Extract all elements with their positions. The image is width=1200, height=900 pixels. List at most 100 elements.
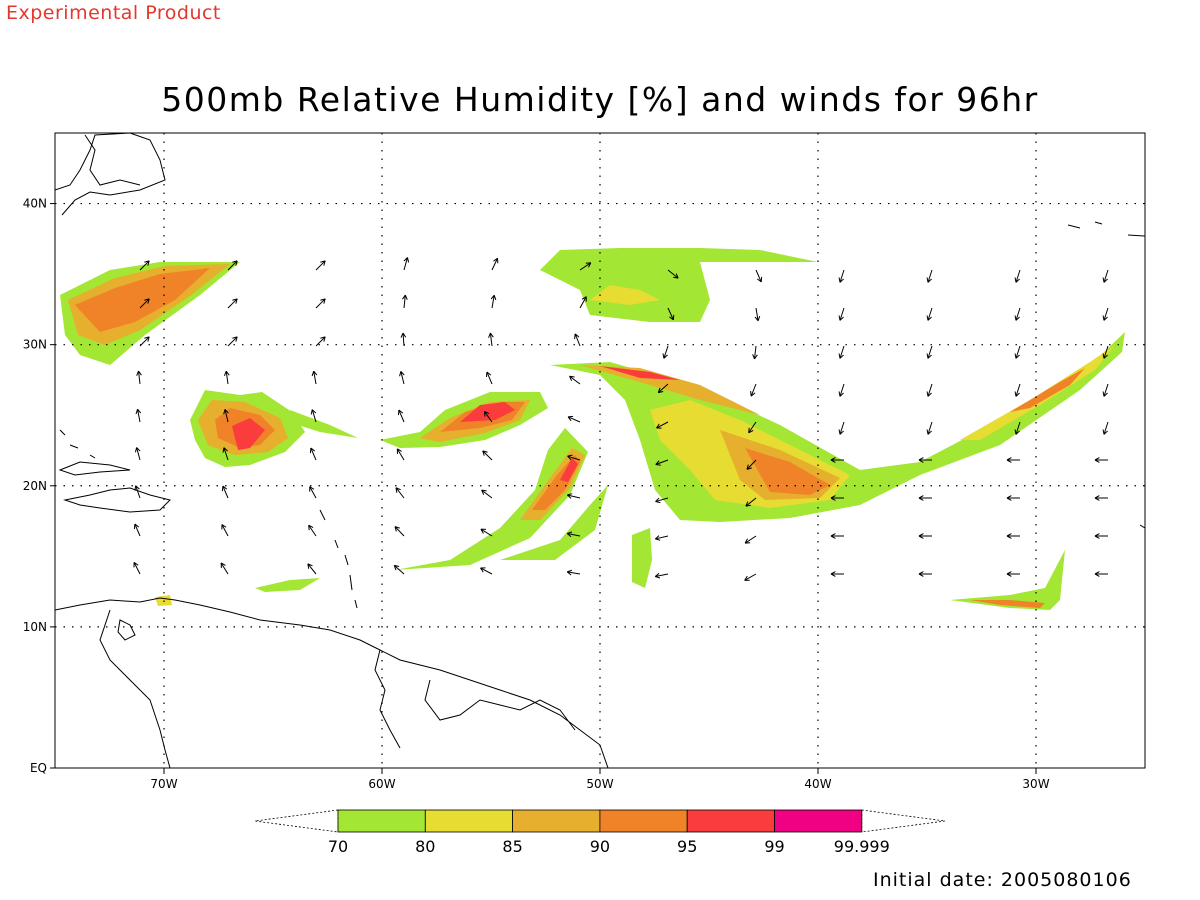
wind-arrow bbox=[1006, 495, 1020, 501]
wind-arrow bbox=[1094, 571, 1108, 577]
lon-tick-label: 60W bbox=[368, 777, 395, 791]
colorbar-label: 99.999 bbox=[834, 837, 890, 856]
wind-arrow bbox=[481, 489, 493, 499]
wind-arrow bbox=[480, 567, 493, 575]
wind-arrow bbox=[1014, 269, 1021, 283]
colorbar-upper-extension bbox=[861, 809, 946, 833]
wind-arrow bbox=[838, 269, 845, 283]
wind-arrow bbox=[1102, 307, 1109, 321]
wind-arrow bbox=[1094, 533, 1108, 539]
wind-arrow bbox=[133, 561, 141, 575]
wind-arrow bbox=[139, 336, 150, 347]
wind-arrow bbox=[744, 573, 757, 581]
wind-arrow bbox=[485, 371, 493, 385]
wind-arrow bbox=[745, 497, 757, 507]
wind-arrow bbox=[755, 269, 763, 283]
humidity-region-north-central bbox=[540, 248, 818, 322]
colorbar-swatch bbox=[774, 809, 863, 833]
wind-arrow bbox=[1014, 421, 1021, 435]
wind-arrow bbox=[133, 523, 141, 537]
wind-arrow bbox=[491, 257, 499, 271]
humidity-region-northwest bbox=[60, 262, 240, 365]
colorbar-lower-extension bbox=[254, 809, 339, 833]
colorbar-swatch bbox=[337, 809, 426, 833]
colorbar: 70 80 85 90 95 99 99.999 bbox=[254, 809, 946, 856]
wind-arrow bbox=[838, 307, 845, 321]
wind-arrow bbox=[394, 526, 405, 537]
wind-arrow bbox=[830, 495, 844, 501]
azores-islands bbox=[1067, 221, 1145, 529]
wind-arrow bbox=[918, 533, 932, 539]
lon-tick-label: 50W bbox=[586, 777, 613, 791]
lake-maracaibo bbox=[117, 619, 136, 641]
wind-arrow bbox=[566, 531, 581, 538]
wind-arrow bbox=[830, 457, 844, 463]
humidity-shading bbox=[60, 248, 1125, 610]
wind-arrow bbox=[1094, 457, 1108, 463]
lat-tick-label: 40N bbox=[23, 197, 47, 211]
wind-arrow bbox=[918, 495, 932, 501]
north-america-coast bbox=[55, 133, 166, 216]
wind-arrow bbox=[1094, 495, 1108, 501]
wind-arrow bbox=[134, 447, 141, 461]
wind-arrow bbox=[307, 563, 317, 575]
wind-arrow bbox=[657, 383, 669, 394]
wind-arrow bbox=[754, 307, 761, 322]
wind-arrow bbox=[310, 409, 317, 423]
colorbar-swatch bbox=[599, 809, 688, 833]
wind-arrow bbox=[655, 497, 669, 504]
wind-arrow bbox=[1006, 571, 1020, 577]
wind-arrow bbox=[579, 296, 587, 309]
wind-arrow bbox=[655, 459, 669, 466]
wind-arrow bbox=[656, 421, 669, 429]
wind-arrow bbox=[838, 421, 845, 435]
colorbar-label: 99 bbox=[764, 837, 784, 856]
wind-arrow bbox=[488, 332, 494, 347]
humidity-region-southeast bbox=[950, 550, 1065, 610]
colorbar-label: 95 bbox=[677, 837, 697, 856]
lat-tick-label: 20N bbox=[23, 479, 47, 493]
wind-arrow bbox=[309, 486, 317, 499]
wind-arrow bbox=[746, 459, 757, 470]
cuba-coast bbox=[58, 461, 131, 476]
lon-tick-label: 30W bbox=[1022, 777, 1049, 791]
wind-arrow bbox=[393, 564, 405, 575]
wind-arrow bbox=[1102, 383, 1109, 397]
wind-arrow bbox=[662, 345, 669, 359]
wind-arrow bbox=[134, 485, 141, 499]
humidity-region-large-east bbox=[550, 332, 1125, 522]
wind-arrow bbox=[667, 269, 679, 279]
wind-arrow bbox=[750, 383, 757, 397]
northeast-us-inland bbox=[84, 134, 141, 186]
wind-arrow bbox=[395, 487, 405, 499]
wind-vectors bbox=[133, 257, 1109, 581]
wind-arrow bbox=[482, 450, 493, 461]
wind-arrow bbox=[838, 383, 845, 397]
wind-arrow bbox=[655, 535, 669, 541]
wind-arrow bbox=[830, 571, 844, 577]
wind-arrow bbox=[926, 269, 933, 283]
wind-arrow bbox=[1006, 533, 1020, 539]
wind-arrow bbox=[311, 370, 318, 385]
wind-arrow bbox=[752, 345, 758, 360]
wind-arrow bbox=[403, 257, 410, 271]
map-gridlines bbox=[55, 133, 1145, 768]
humidity-region-small-islands bbox=[155, 578, 320, 606]
lesser-antilles bbox=[319, 509, 358, 609]
wind-arrow bbox=[926, 345, 933, 359]
wind-arrow bbox=[223, 370, 230, 385]
humidity-region-central bbox=[380, 392, 548, 448]
wind-arrow bbox=[567, 454, 581, 461]
wind-arrow bbox=[1014, 383, 1021, 397]
wind-arrow bbox=[315, 298, 326, 309]
wind-arrow bbox=[480, 528, 493, 537]
wind-arrow bbox=[483, 410, 493, 423]
wind-arrow bbox=[397, 409, 405, 423]
wind-arrow bbox=[402, 294, 408, 309]
lon-tick-label: 40W bbox=[804, 777, 831, 791]
coastlines bbox=[55, 133, 1145, 768]
wind-arrow bbox=[744, 535, 757, 544]
experimental-product-banner: Experimental Product bbox=[6, 2, 221, 24]
map-title: 500mb Relative Humidity [%] and winds fo… bbox=[161, 80, 1039, 119]
wind-arrow bbox=[918, 457, 932, 463]
